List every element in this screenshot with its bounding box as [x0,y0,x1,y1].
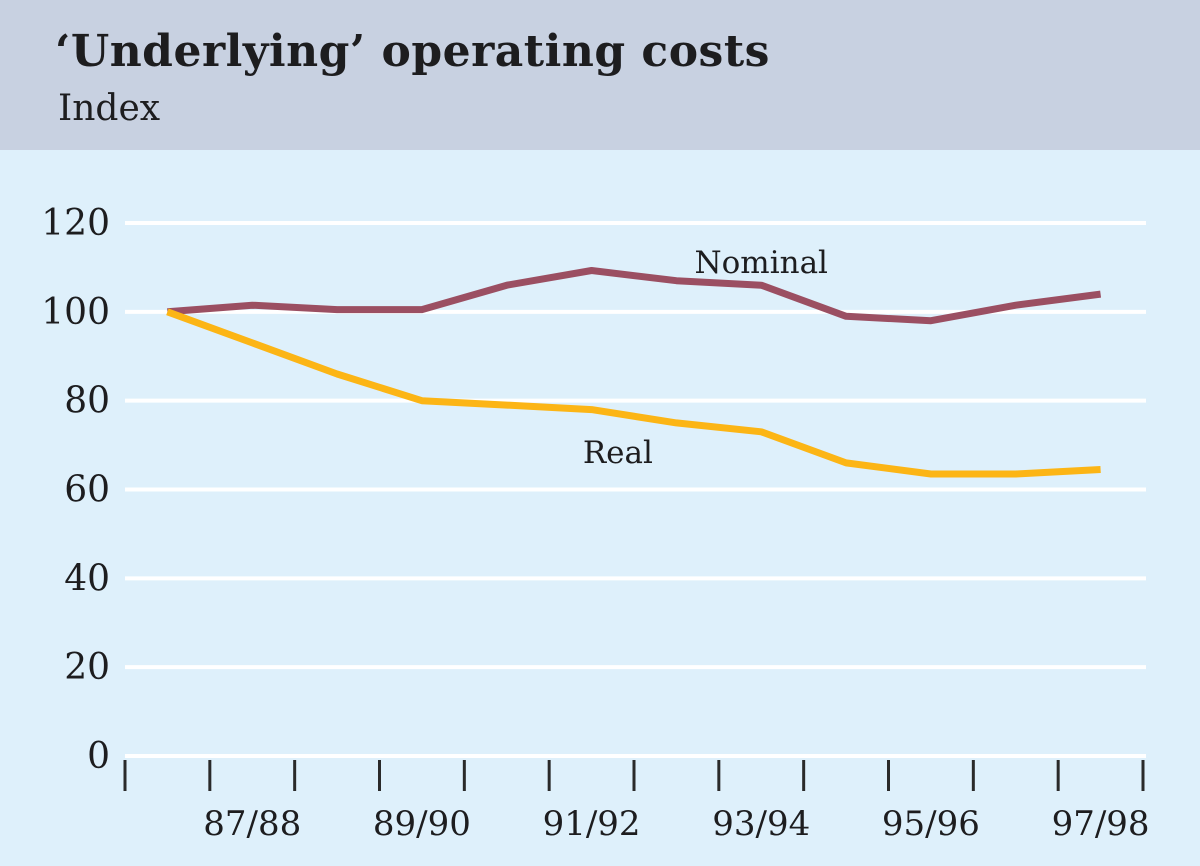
x-axis-label: 95/96 [882,804,980,844]
x-axis-label: 93/94 [712,804,810,844]
y-axis-label: 100 [41,292,110,333]
series-label-real: Real [583,435,653,471]
y-axis-label: 20 [64,647,110,688]
chart-svg: 0 20 40 60 80 100 120 87/88 89/90 91/92 93/94 95/96… [41,203,1150,844]
y-axis-label: 120 [41,203,110,244]
y-axis-label: 40 [64,558,110,599]
y-axis-label: 80 [64,381,110,422]
nominal-line [167,267,1102,325]
real-line [166,308,1101,478]
x-axis-label: 87/88 [203,804,301,844]
chart-title: ‘Underlying’ operating costs [55,26,770,77]
chart-header: ‘Underlying’ operating costs Index [0,0,1200,150]
y-axis-label: 0 [87,736,110,777]
x-axis-label: 89/90 [373,804,471,844]
y-axis-unit-label: Index [58,88,161,129]
x-axis-label: 91/92 [543,804,641,844]
y-axis-label: 60 [64,470,110,511]
x-axis-label: 97/98 [1052,804,1150,844]
plot-area: 0 20 40 60 80 100 120 87/88 89/90 91/92 93/94 95/96… [0,150,1200,866]
series-label-nominal: Nominal [695,245,828,281]
